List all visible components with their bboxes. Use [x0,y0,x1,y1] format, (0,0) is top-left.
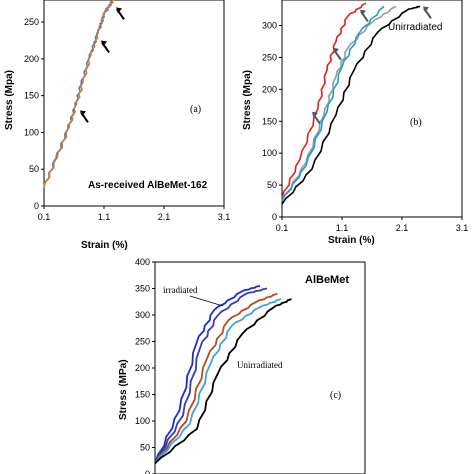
panel-b-xtick-label: 1.1 [336,223,349,233]
panel-c-ytick-label: 200 [135,363,150,373]
panel-a-xtick-label: 3.1 [218,212,231,222]
panel-b-arrow-marker [333,47,342,61]
panel-a-annotation: As-received AlBeMet-162 [88,180,208,191]
panel-b-annotation: Unirradiated [388,22,442,33]
panel-c: 0 50 100 150 200 250 300 350 400 Stress (MPa) (c… [118,257,366,474]
panel-b-arrow-marker [423,6,432,19]
panel-c-series-line [154,298,292,465]
panel-b-series-line [281,5,421,205]
panel-a-label: (a) [190,104,201,115]
panel-b-ytick-label: 50 [267,180,277,190]
panel-c-irradiated-label: irradiated [163,285,198,295]
panel-b-series-line [281,5,385,202]
panel-a-arrow-marker [101,40,110,54]
panel-b: 0 50 100 150 200 250 300 0.1 1.1 2.1 3.1 Stress (… [242,0,468,246]
panel-a-arrow-marker [80,110,89,123]
panel-a-xtick-label: 2.1 [158,212,171,222]
panel-a-ytick-label: 100 [24,127,39,137]
panel-b-arrow-marker [360,9,369,23]
panel-a-frame [43,0,225,207]
panel-c-title: AlBeMet [305,274,349,286]
panel-a-arrow-marker [116,7,125,20]
panel-c-ytick-label: 400 [135,257,150,267]
panel-c-series-line [154,298,282,464]
panel-b-label: (b) [410,117,422,128]
panel-c-series-line [154,285,261,464]
panel-c-unirradiated-label: Unirradiated [237,360,283,370]
panel-a-ytick-label: 200 [24,54,39,64]
panel-c-ytick-label: 300 [135,310,150,320]
panel-b-ytick-label: 100 [262,148,277,158]
panel-b-xtick-label: 0.1 [276,223,289,233]
panel-c-ytick-label: 50 [140,443,150,453]
panel-b-series-line [281,2,367,199]
panel-b-ytick-label: 150 [262,116,277,126]
panel-a-ylabel: Stress (Mpa) [4,70,15,130]
panel-c-ytick-label: 0 [145,469,150,474]
panel-b-ytick-label: 300 [262,21,277,31]
panel-c-ytick-label: 100 [135,416,150,426]
panel-c-ytick-label: 250 [135,337,150,347]
panel-b-ytick-label: 200 [262,84,277,94]
panel-c-ylabel: Stress (MPa) [118,359,129,420]
panel-b-ytick-label: 250 [262,52,277,62]
panel-c-label: (c) [330,390,341,401]
panel-a-ytick-label: 50 [29,164,39,174]
panel-b-ytick-label: 0 [272,212,277,222]
panel-c-series-line [154,287,268,464]
panel-a-ytick-label: 150 [24,91,39,101]
panel-b-arrow-marker [312,111,321,125]
panel-c-irradiated-pointer [189,295,224,307]
panel-c-series-line [154,292,278,464]
panel-b-xlabel: Strain (%) [328,235,375,246]
panel-a: 0 50 100 150 200 250 0.1 1.1 2.1 3.1 Stress (Mpa… [4,0,230,251]
panel-a-ytick-label: 0 [34,201,39,211]
panel-a-ytick-label: 250 [24,17,39,27]
panel-b-ylabel: Stress (Mpa) [242,70,253,130]
panel-b-xtick-label: 2.1 [396,223,409,233]
panel-a-xtick-label: 1.1 [98,212,111,222]
panel-b-xtick-label: 3.1 [456,223,469,233]
panel-c-ytick-label: 350 [135,284,150,294]
panel-c-ytick-label: 150 [135,390,150,400]
panel-a-xtick-label: 0.1 [38,212,51,222]
panel-a-xlabel: Strain (%) [81,240,128,251]
panel-b-frame [281,0,463,218]
panel-a-series-line [43,0,115,188]
